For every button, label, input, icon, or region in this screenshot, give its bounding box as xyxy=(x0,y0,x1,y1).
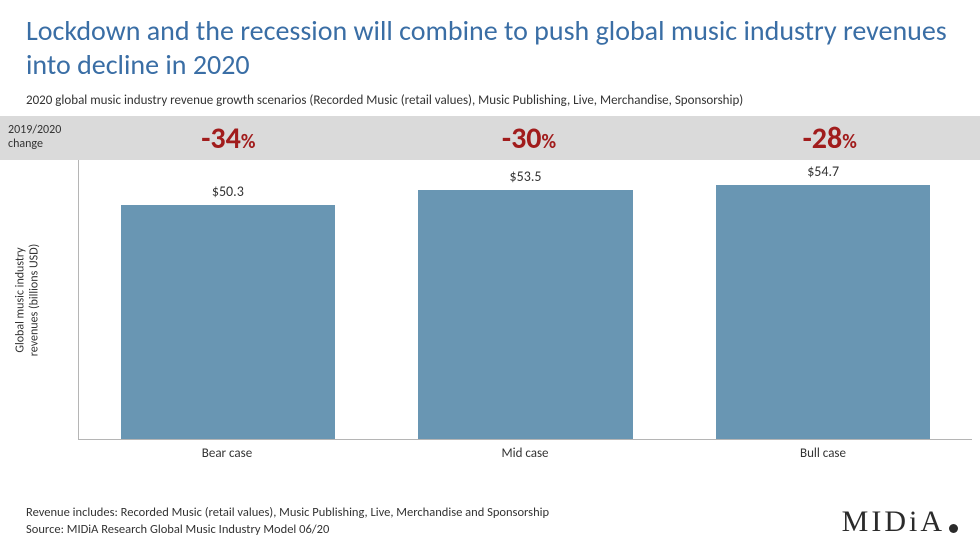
logo-dot-icon xyxy=(949,524,958,533)
footnote-line-2: Source: MIDiA Research Global Music Indu… xyxy=(26,522,549,539)
change-value-pct: % xyxy=(542,130,557,154)
change-row: 2019/2020 change -34%-30%-28% xyxy=(0,116,980,160)
change-value: -30% xyxy=(379,120,680,157)
y-axis-zone: Global music industry revenues (billions… xyxy=(0,160,78,440)
x-axis-labels: Bear caseMid caseBull case xyxy=(0,440,980,461)
change-value: -28% xyxy=(679,120,980,157)
change-value-number: -28 xyxy=(803,120,843,157)
chart-area: Global music industry revenues (billions… xyxy=(0,160,980,440)
chart-subtitle: 2020 global music industry revenue growt… xyxy=(0,87,980,116)
chart-title: Lockdown and the recession will combine … xyxy=(0,0,980,87)
logo: MIDiA xyxy=(842,505,958,539)
x-axis-label: Mid case xyxy=(376,440,674,461)
change-value-number: -34 xyxy=(201,120,241,157)
y-axis-label: Global music industry revenues (billions… xyxy=(14,170,43,430)
plot-area: $50.3 $53.5 $54.7 xyxy=(78,160,972,440)
bar-value-label: $50.3 xyxy=(212,183,244,200)
change-value-number: -30 xyxy=(502,120,542,157)
bar-value-label: $53.5 xyxy=(510,168,542,185)
bar-value-label: $54.7 xyxy=(807,163,839,180)
bar-column: $53.5 xyxy=(377,160,675,439)
footnote-line-1: Revenue includes: Recorded Music (retail… xyxy=(26,505,549,522)
change-cells: -34%-30%-28% xyxy=(78,116,980,160)
change-value: -34% xyxy=(78,120,379,157)
bar: $54.7 xyxy=(716,185,930,439)
x-axis-label: Bull case xyxy=(674,440,972,461)
x-axis-label: Bear case xyxy=(78,440,376,461)
change-row-label: 2019/2020 change xyxy=(0,124,78,152)
bar-column: $54.7 xyxy=(674,160,972,439)
logo-text: MIDiA xyxy=(842,505,945,539)
footnotes: Revenue includes: Recorded Music (retail… xyxy=(26,505,549,539)
bar: $53.5 xyxy=(418,190,632,439)
bar: $50.3 xyxy=(121,205,335,439)
change-value-pct: % xyxy=(241,130,256,154)
bar-column: $50.3 xyxy=(79,160,377,439)
change-value-pct: % xyxy=(842,130,857,154)
